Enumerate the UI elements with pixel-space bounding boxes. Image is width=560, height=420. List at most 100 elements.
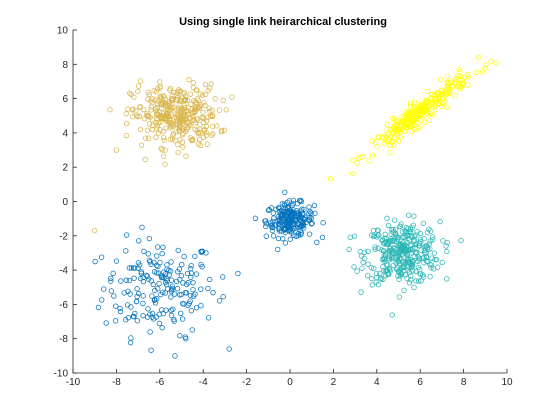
data-point-s4 — [425, 104, 432, 110]
data-point-s2 — [408, 277, 414, 283]
data-point-s2 — [429, 234, 436, 240]
data-point-s1 — [269, 221, 275, 228]
data-point-s0 — [188, 270, 195, 276]
data-point-s0 — [198, 261, 204, 268]
data-point-s1 — [308, 210, 314, 216]
data-point-s0 — [220, 274, 226, 280]
data-point-s3 — [195, 130, 202, 136]
data-point-s0 — [136, 238, 142, 244]
data-point-s3 — [202, 91, 209, 98]
data-point-s4 — [406, 113, 413, 119]
data-point-s1 — [282, 189, 288, 195]
data-point-s2 — [408, 273, 414, 279]
data-point-s3 — [204, 141, 210, 147]
x-tick-label: 2 — [331, 377, 337, 388]
data-point-s0 — [162, 290, 169, 296]
data-point-s3 — [229, 94, 235, 100]
data-point-s4 — [436, 93, 443, 99]
data-point-s0 — [152, 287, 158, 294]
data-point-s2 — [385, 222, 392, 229]
data-point-s3 — [212, 96, 218, 102]
data-point-s2 — [398, 221, 404, 227]
data-point-s1 — [290, 200, 296, 207]
data-point-s1 — [279, 211, 285, 217]
data-point-s4 — [327, 176, 334, 182]
data-point-s2 — [418, 247, 424, 253]
data-point-s0 — [172, 353, 178, 359]
data-point-s0 — [146, 235, 153, 242]
data-point-s3 — [168, 123, 174, 130]
data-point-s4 — [366, 158, 372, 164]
data-point-s3 — [201, 119, 207, 126]
data-point-s3 — [192, 106, 198, 112]
data-point-s3 — [210, 123, 216, 130]
data-point-s4 — [444, 104, 450, 111]
data-point-s4 — [427, 111, 434, 117]
data-point-s0 — [150, 316, 157, 322]
data-point-s0 — [168, 312, 175, 319]
data-point-s4 — [452, 93, 458, 99]
data-point-s2 — [400, 264, 407, 271]
data-point-s3 — [125, 106, 131, 112]
data-point-s2 — [392, 231, 398, 238]
data-point-s2 — [384, 262, 391, 268]
data-point-s2 — [383, 239, 389, 245]
data-point-s2 — [428, 265, 434, 271]
y-tick-label: -8 — [59, 334, 68, 345]
y-tick-label: -2 — [59, 231, 68, 242]
data-point-s4 — [358, 154, 364, 160]
data-point-s0 — [169, 283, 175, 290]
data-point-s3 — [160, 153, 167, 159]
data-point-s4 — [455, 73, 461, 79]
data-point-s3 — [177, 136, 183, 143]
data-point-s1 — [279, 201, 285, 207]
data-point-s2 — [377, 275, 384, 281]
data-point-s2 — [394, 265, 401, 271]
data-point-s1 — [269, 227, 276, 234]
data-point-s0 — [122, 317, 129, 323]
data-point-s0 — [179, 261, 185, 268]
data-point-s0 — [156, 280, 162, 287]
data-point-s3 — [153, 134, 159, 141]
data-point-s4 — [493, 59, 499, 66]
data-point-s3 — [174, 89, 181, 95]
data-point-s2 — [358, 289, 364, 295]
data-point-s4 — [380, 135, 386, 141]
data-point-s4 — [436, 95, 443, 101]
data-point-s1 — [314, 239, 320, 245]
data-point-s2 — [377, 270, 383, 276]
data-point-s2 — [415, 258, 421, 265]
y-tick-label: 4 — [62, 128, 68, 139]
data-point-s0 — [174, 286, 181, 292]
data-point-s0 — [108, 278, 114, 284]
data-point-s4 — [465, 74, 471, 80]
data-point-s3 — [169, 121, 176, 127]
data-point-s3 — [131, 94, 137, 100]
data-point-s3 — [142, 135, 149, 141]
data-point-s3 — [154, 123, 160, 129]
data-point-s4 — [407, 103, 414, 109]
data-point-s4 — [390, 125, 397, 131]
data-point-s2 — [458, 237, 464, 244]
data-point-s2 — [385, 270, 392, 277]
data-point-s4 — [476, 54, 482, 61]
data-point-s1 — [276, 217, 283, 224]
data-point-s2 — [434, 257, 440, 263]
data-point-s0 — [159, 307, 165, 313]
data-point-s0 — [127, 291, 133, 297]
data-point-s4 — [410, 107, 416, 113]
data-point-s0 — [226, 346, 232, 352]
data-point-s1 — [293, 219, 299, 225]
data-point-s3 — [157, 119, 163, 126]
data-point-s4 — [350, 157, 356, 164]
data-point-s2 — [391, 217, 398, 223]
data-point-s4 — [389, 138, 395, 145]
data-point-s1 — [301, 206, 307, 213]
data-point-s3 — [153, 89, 160, 95]
data-point-s3 — [163, 111, 170, 117]
data-point-s1 — [279, 222, 285, 228]
data-point-s2 — [418, 271, 424, 277]
data-point-s0 — [205, 315, 212, 321]
data-point-s0 — [131, 275, 137, 281]
